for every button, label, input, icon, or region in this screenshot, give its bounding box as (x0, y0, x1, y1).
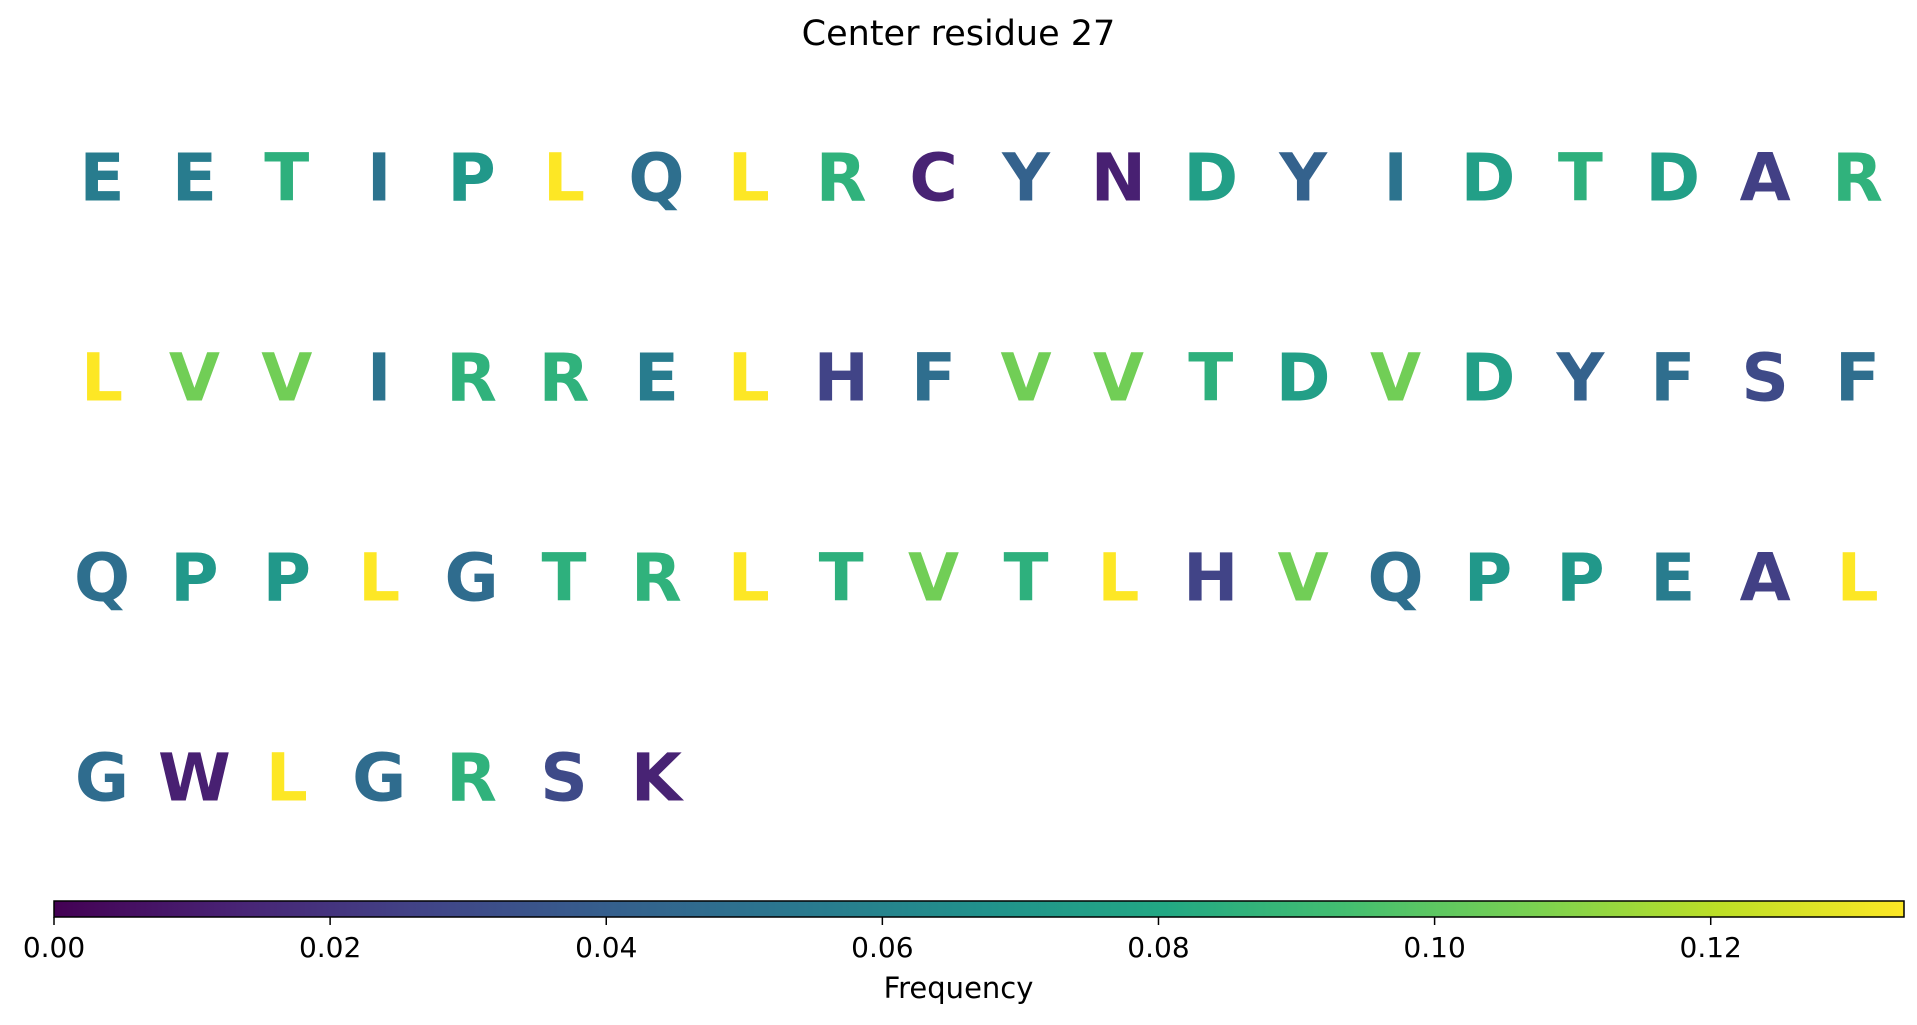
residue-letter-R: R (539, 340, 590, 417)
residue-letter-T: T (541, 540, 586, 617)
residue-letter-Q: Q (628, 140, 684, 217)
residue-letter-G: G (75, 740, 129, 817)
residue-letter-R: R (446, 340, 497, 417)
residue-letter-T: T (1188, 340, 1233, 417)
residue-letter-P: P (1464, 540, 1512, 617)
residue-letter-R: R (631, 540, 682, 617)
residue-letter-T: T (1003, 540, 1048, 617)
colorbar-ticks: 0.00 0.02 0.04 0.06 0.08 0.10 0.12 (23, 917, 1742, 964)
residue-letter-Q: Q (1368, 540, 1424, 617)
residue-letter-L: L (1837, 540, 1879, 617)
residue-letter-C: C (909, 140, 957, 217)
residue-letter-E: E (634, 340, 679, 417)
colorbar-tick-label: 0.02 (299, 931, 361, 964)
colorbar-tick-label: 0.08 (1127, 931, 1189, 964)
residue-letter-D: D (1183, 140, 1238, 217)
residue-letter-G: G (445, 540, 499, 617)
residue-letter-L: L (728, 140, 770, 217)
residue-letter-E: E (1650, 540, 1695, 617)
residue-letter-V: V (1278, 540, 1329, 617)
residue-letter-L: L (543, 140, 585, 217)
residue-letter-E: E (79, 140, 124, 217)
residue-letter-F: F (1650, 340, 1695, 417)
residue-letter-T: T (1558, 140, 1603, 217)
residue-letter-V: V (261, 340, 312, 417)
residue-letter-V: V (908, 540, 959, 617)
residue-letter-T: T (819, 540, 864, 617)
colorbar-tick-label: 0.06 (851, 931, 913, 964)
colorbar-tick-label: 0.04 (575, 931, 637, 964)
residue-letter-P: P (1556, 540, 1604, 617)
residue-letter-F: F (911, 340, 956, 417)
residue-letter-Y: Y (1001, 140, 1051, 217)
colorbar-tick-label: 0.00 (23, 931, 85, 964)
residue-letter-S: S (540, 740, 588, 817)
residue-letter-G: G (352, 740, 406, 817)
residue-letter-L: L (1097, 540, 1139, 617)
residue-letter-I: I (1383, 140, 1408, 217)
residue-letter-Y: Y (1556, 340, 1606, 417)
residue-letter-E: E (172, 140, 217, 217)
residue-letter-V: V (1370, 340, 1421, 417)
colorbar-label: Frequency (883, 971, 1034, 1005)
residue-letter-L: L (266, 740, 308, 817)
residue-letter-I: I (367, 340, 392, 417)
chart-title: Center residue 27 (801, 14, 1116, 54)
residue-letter-L: L (358, 540, 400, 617)
residue-letter-N: N (1091, 140, 1146, 217)
residue-letter-A: A (1740, 540, 1791, 617)
residue-letter-D: D (1461, 140, 1516, 217)
residue-letter-L: L (81, 340, 123, 417)
residue-letter-V: V (169, 340, 220, 417)
residue-letter-D: D (1645, 140, 1700, 217)
residue-letter-V: V (1000, 340, 1051, 417)
residue-letter-P: P (170, 540, 218, 617)
residue-letter-A: A (1740, 140, 1791, 217)
residue-letter-Y: Y (1278, 140, 1328, 217)
residue-letter-H: H (814, 340, 869, 417)
residue-letter-R: R (816, 140, 867, 217)
residue-letter-V: V (1093, 340, 1144, 417)
colorbar-tick-label: 0.10 (1403, 931, 1465, 964)
residue-letter-K: K (631, 740, 685, 817)
residue-letter-R: R (1832, 140, 1883, 217)
residue-letter-Q: Q (74, 540, 130, 617)
residue-letter-H: H (1183, 540, 1238, 617)
colorbar-gradient (53, 900, 1905, 918)
residue-letter-S: S (1741, 340, 1789, 417)
residue-letter-T: T (264, 140, 309, 217)
residue-letter-L: L (728, 540, 770, 617)
colorbar-tick-label: 0.12 (1680, 931, 1742, 964)
residue-letter-P: P (447, 140, 495, 217)
residue-letter-P: P (263, 540, 311, 617)
residue-letter-D: D (1276, 340, 1331, 417)
residue-letter-R: R (446, 740, 497, 817)
residue-letter-W: W (158, 740, 231, 817)
residue-letter-D: D (1461, 340, 1516, 417)
residue-letter-I: I (367, 140, 392, 217)
residue-letter-L: L (728, 340, 770, 417)
residue-letter-F: F (1835, 340, 1880, 417)
